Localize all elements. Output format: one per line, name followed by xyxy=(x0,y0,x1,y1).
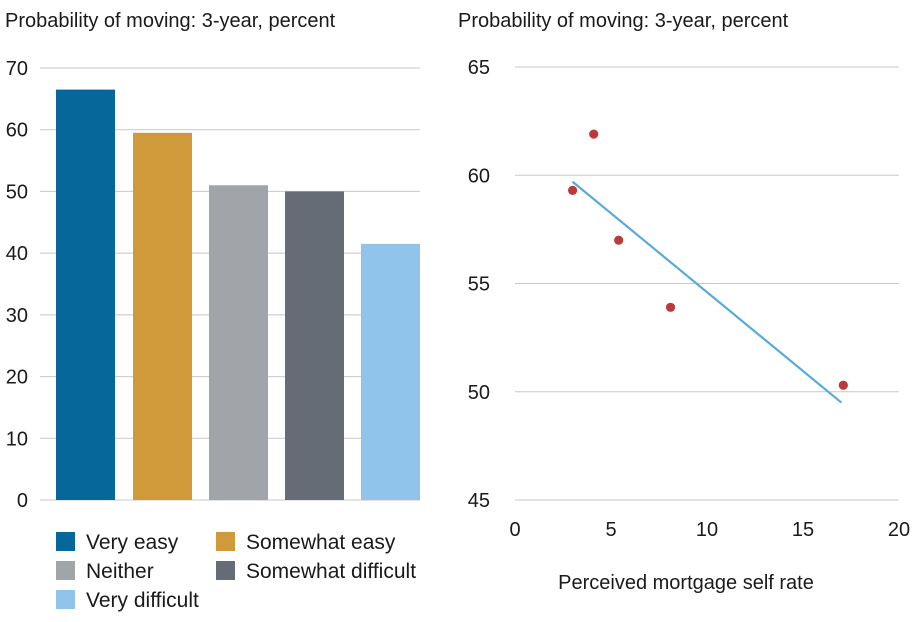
bar-y-tick-label: 60 xyxy=(6,120,28,142)
bar-y-tick-label: 40 xyxy=(6,243,28,265)
bar-y-tick-label: 0 xyxy=(17,490,28,512)
scatter-y-tick-label: 60 xyxy=(468,165,490,187)
legend-swatch xyxy=(216,561,235,580)
bar-chart-bars xyxy=(56,89,420,501)
legend-swatch xyxy=(216,532,235,551)
bar xyxy=(133,132,192,501)
bar xyxy=(285,191,344,500)
scatter-chart-points xyxy=(568,129,848,390)
scatter-chart-title: Probability of moving: 3-year, percent xyxy=(458,10,789,32)
scatter-chart-gridlines xyxy=(515,66,899,501)
legend-swatch xyxy=(56,561,75,580)
bar-chart-legend: Very easy Somewhat easy Neither Somewhat di… xyxy=(56,531,416,612)
bar-chart-y-ticks: 0 10 20 30 40 50 60 70 xyxy=(6,58,28,512)
scatter-x-tick-label: 15 xyxy=(792,519,814,541)
scatter-point xyxy=(838,380,848,390)
scatter-y-tick-label: 55 xyxy=(468,274,490,296)
scatter-point xyxy=(568,185,578,196)
scatter-x-tick-label: 5 xyxy=(605,519,616,541)
legend-label: Somewhat easy xyxy=(246,531,396,554)
scatter-point xyxy=(614,235,624,245)
bar-y-tick-label: 10 xyxy=(6,428,28,450)
bar xyxy=(56,89,115,500)
scatter-x-tick-label: 10 xyxy=(696,519,718,541)
bar-y-tick-label: 70 xyxy=(6,58,28,80)
bar-y-tick-label: 20 xyxy=(6,367,28,389)
bar xyxy=(209,185,268,500)
legend-swatch xyxy=(56,532,75,551)
bar-y-tick-label: 50 xyxy=(6,181,28,203)
legend-label: Neither xyxy=(86,560,154,583)
legend-label: Somewhat difficult xyxy=(246,560,416,583)
scatter-trendline xyxy=(571,180,843,404)
bar-chart-title: Probability of moving: 3-year, percent xyxy=(5,10,336,32)
scatter-point xyxy=(589,129,599,139)
bar-y-tick-label: 30 xyxy=(6,305,28,327)
legend-label: Very easy xyxy=(86,531,179,554)
scatter-x-tick-label: 0 xyxy=(509,519,520,541)
scatter-x-axis-label: Perceived mortgage self rate xyxy=(558,572,814,594)
legend-label: Very difficult xyxy=(86,589,199,612)
bar xyxy=(361,243,420,500)
scatter-y-tick-label: 65 xyxy=(468,57,490,79)
scatter-x-tick-label: 20 xyxy=(888,519,910,541)
scatter-chart-y-ticks: 45 50 55 60 65 xyxy=(468,57,490,512)
scatter-y-tick-label: 45 xyxy=(468,490,490,512)
scatter-chart-trendline-group xyxy=(571,180,843,404)
legend-swatch xyxy=(56,590,75,609)
scatter-chart-x-ticks: 0 5 10 15 20 xyxy=(509,519,910,541)
scatter-y-tick-label: 50 xyxy=(468,382,490,404)
scatter-point xyxy=(665,302,676,312)
